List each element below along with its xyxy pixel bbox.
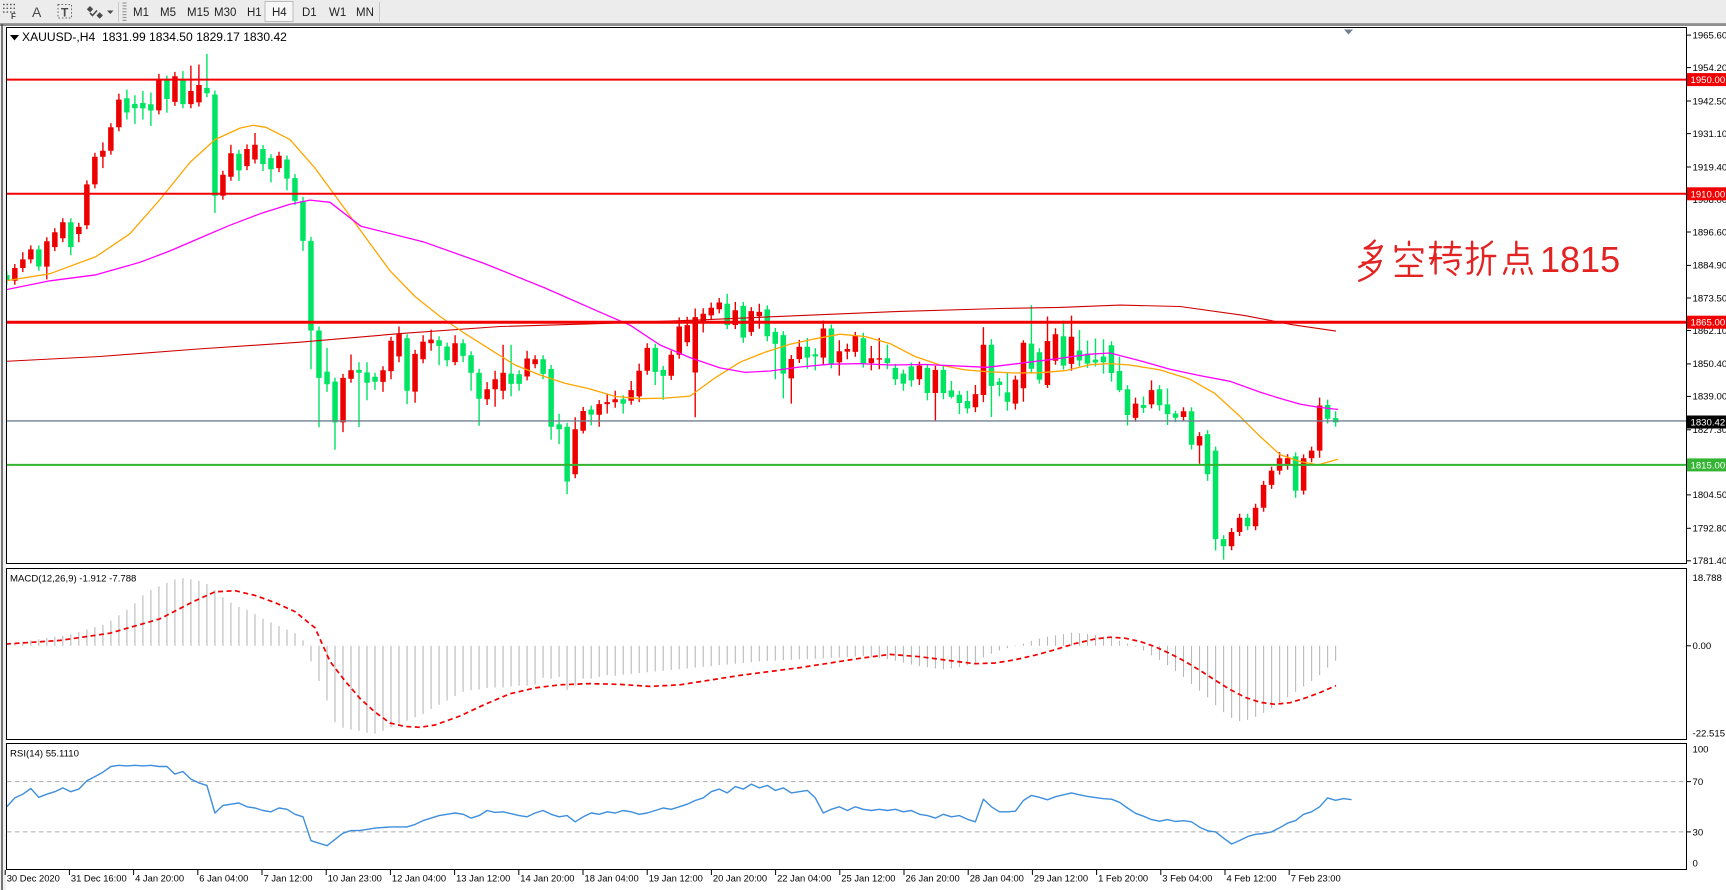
svg-text:RSI(14) 55.1110: RSI(14) 55.1110: [10, 749, 79, 760]
svg-text:1830.42: 1830.42: [1691, 418, 1726, 429]
svg-text:1862.10: 1862.10: [1693, 326, 1726, 337]
svg-text:1942.50: 1942.50: [1693, 96, 1726, 107]
svg-text:H4: H4: [272, 7, 287, 19]
svg-text:1 Feb 20:00: 1 Feb 20:00: [1098, 873, 1148, 884]
svg-text:0: 0: [1693, 858, 1698, 869]
svg-text:1954.20: 1954.20: [1693, 63, 1726, 74]
svg-text:4 Jan 20:00: 4 Jan 20:00: [135, 873, 184, 884]
svg-text:1873.50: 1873.50: [1693, 293, 1726, 304]
svg-text:14 Jan 20:00: 14 Jan 20:00: [520, 873, 574, 884]
svg-text:1815: 1815: [1540, 239, 1620, 280]
svg-text:1896.60: 1896.60: [1693, 227, 1726, 238]
svg-text:30: 30: [1693, 827, 1704, 838]
svg-text:1827.30: 1827.30: [1693, 425, 1726, 436]
svg-text:18 Jan 04:00: 18 Jan 04:00: [585, 873, 639, 884]
svg-text:D1: D1: [302, 7, 317, 19]
svg-text:20 Jan 20:00: 20 Jan 20:00: [713, 873, 767, 884]
svg-text:26 Jan 20:00: 26 Jan 20:00: [906, 873, 960, 884]
svg-text:7 Jan 12:00: 7 Jan 12:00: [264, 873, 313, 884]
svg-text:4 Feb 12:00: 4 Feb 12:00: [1227, 873, 1277, 884]
svg-text:1965.60: 1965.60: [1693, 30, 1726, 41]
svg-text:M5: M5: [160, 7, 176, 19]
svg-text:A: A: [32, 4, 42, 20]
svg-text:1781.40: 1781.40: [1693, 556, 1726, 567]
svg-text:1839.00: 1839.00: [1693, 392, 1726, 403]
svg-text:1919.40: 1919.40: [1693, 162, 1726, 173]
svg-text:22 Jan 04:00: 22 Jan 04:00: [777, 873, 831, 884]
svg-text:70: 70: [1693, 777, 1704, 788]
svg-text:XAUUSD-,H4 1831.99 1834.50 18: XAUUSD-,H4 1831.99 1834.50 1829.17 1830.…: [22, 30, 287, 44]
svg-text:0.00: 0.00: [1693, 641, 1712, 652]
svg-text:18.788: 18.788: [1693, 573, 1722, 584]
svg-text:25 Jan 12:00: 25 Jan 12:00: [841, 873, 895, 884]
svg-text:W1: W1: [329, 7, 346, 19]
svg-text:1950.00: 1950.00: [1691, 75, 1726, 86]
svg-text:1865.00: 1865.00: [1691, 318, 1726, 329]
svg-text:12 Jan 04:00: 12 Jan 04:00: [392, 873, 446, 884]
svg-text:31 Dec 16:00: 31 Dec 16:00: [71, 873, 127, 884]
svg-text:29 Jan 12:00: 29 Jan 12:00: [1034, 873, 1088, 884]
svg-text:F: F: [11, 12, 16, 21]
svg-text:-22.515: -22.515: [1693, 729, 1726, 740]
svg-text:M15: M15: [187, 7, 209, 19]
svg-text:28 Jan 04:00: 28 Jan 04:00: [970, 873, 1024, 884]
svg-text:3 Feb 04:00: 3 Feb 04:00: [1162, 873, 1212, 884]
svg-text:1850.40: 1850.40: [1693, 359, 1726, 370]
svg-text:M1: M1: [133, 7, 149, 19]
svg-text:H1: H1: [247, 7, 262, 19]
svg-text:1804.50: 1804.50: [1693, 490, 1726, 501]
svg-text:13 Jan 12:00: 13 Jan 12:00: [456, 873, 510, 884]
svg-text:1910.00: 1910.00: [1691, 189, 1726, 200]
svg-text:1884.90: 1884.90: [1693, 261, 1726, 272]
svg-text:100: 100: [1693, 744, 1709, 755]
svg-text:1931.10: 1931.10: [1693, 129, 1726, 140]
svg-text:30 Dec 2020: 30 Dec 2020: [7, 873, 60, 884]
svg-text:6 Jan 04:00: 6 Jan 04:00: [199, 873, 248, 884]
svg-text:MN: MN: [356, 7, 374, 19]
svg-text:T: T: [61, 6, 69, 20]
svg-text:1815.00: 1815.00: [1691, 460, 1726, 471]
svg-text:10 Jan 23:00: 10 Jan 23:00: [328, 873, 382, 884]
svg-text:1792.80: 1792.80: [1693, 524, 1726, 535]
svg-text:19 Jan 12:00: 19 Jan 12:00: [649, 873, 703, 884]
svg-text:MACD(12,26,9) -1.912 -7.788: MACD(12,26,9) -1.912 -7.788: [10, 574, 136, 585]
svg-text:7 Feb 23:00: 7 Feb 23:00: [1291, 873, 1341, 884]
svg-text:M30: M30: [214, 7, 236, 19]
